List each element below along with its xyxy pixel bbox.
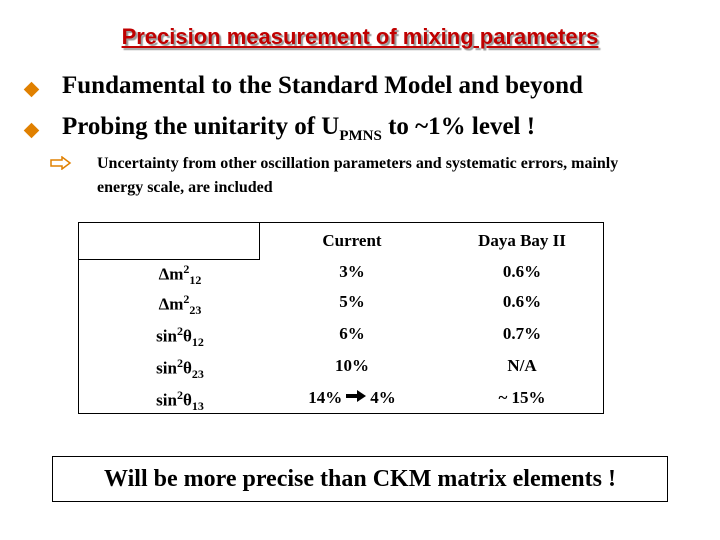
cell-future: 0.7% (502, 324, 542, 343)
subscript: 12 (191, 335, 204, 350)
cell-future: ~ 15% (498, 388, 546, 407)
sub-bullet-icon (50, 156, 72, 170)
cell-current: 6% (267, 324, 437, 344)
text-part: sin (156, 358, 177, 378)
cell-current: 14% 4% (267, 388, 437, 408)
value: 6% (339, 324, 365, 343)
footer-box: Will be more precise than CKM matrix ele… (52, 456, 668, 502)
bullet: Probing the unitarity of UPMNS to ~1% le… (62, 113, 535, 145)
value: 10% (335, 356, 369, 375)
cell-current: 3% (267, 262, 437, 282)
text-part: sin (156, 326, 177, 346)
supscript: 2 (176, 356, 183, 370)
text-part: Δm (158, 264, 184, 284)
text-part: to ~1% level ! (381, 113, 536, 140)
column-header: Current (322, 231, 382, 250)
supscript: 2 (176, 388, 183, 402)
row-label: sin2θ13 (95, 388, 265, 414)
value: 4% (370, 388, 396, 407)
supscript: 2 (183, 292, 190, 306)
subscript: PMNS (339, 128, 382, 144)
cell-future: 0.6% (502, 292, 542, 311)
text-part: θ (182, 326, 192, 346)
cell-future: N/A (507, 356, 537, 375)
bullet-icon (23, 122, 40, 139)
sub-bullet: Uncertainty from other oscillation param… (97, 155, 619, 196)
text-part: sin (156, 390, 177, 410)
supscript: 2 (183, 262, 190, 276)
row-label: Δm212 (95, 262, 265, 288)
table (78, 222, 604, 414)
title: Precision measurement of mixing paramete… (121, 24, 599, 49)
subscript: 23 (191, 367, 204, 382)
text-part: Probing the unitarity of U (62, 113, 340, 140)
cell-current: 5% (267, 292, 437, 312)
text-part: θ (182, 358, 192, 378)
arrow-icon (346, 390, 367, 402)
subscript: 12 (189, 273, 202, 288)
subscript: 13 (191, 399, 204, 414)
cell-current: 10% (267, 356, 437, 376)
bullet-icon (23, 81, 40, 98)
subscript: 23 (189, 303, 202, 318)
text-part: Δm (158, 294, 184, 314)
value: 14% (308, 388, 343, 407)
supscript: 2 (176, 324, 183, 338)
table-corner (78, 222, 260, 260)
value: 5% (339, 292, 365, 311)
cell-future: 0.6% (502, 262, 542, 281)
bullet: Fundamental to the Standard Model and be… (62, 72, 583, 99)
text-part: θ (182, 390, 192, 410)
row-label: Δm223 (95, 292, 265, 318)
row-label: sin2θ23 (95, 356, 265, 382)
value: 3% (339, 262, 365, 281)
column-header: Daya Bay II (478, 231, 566, 250)
row-label: sin2θ12 (95, 324, 265, 350)
